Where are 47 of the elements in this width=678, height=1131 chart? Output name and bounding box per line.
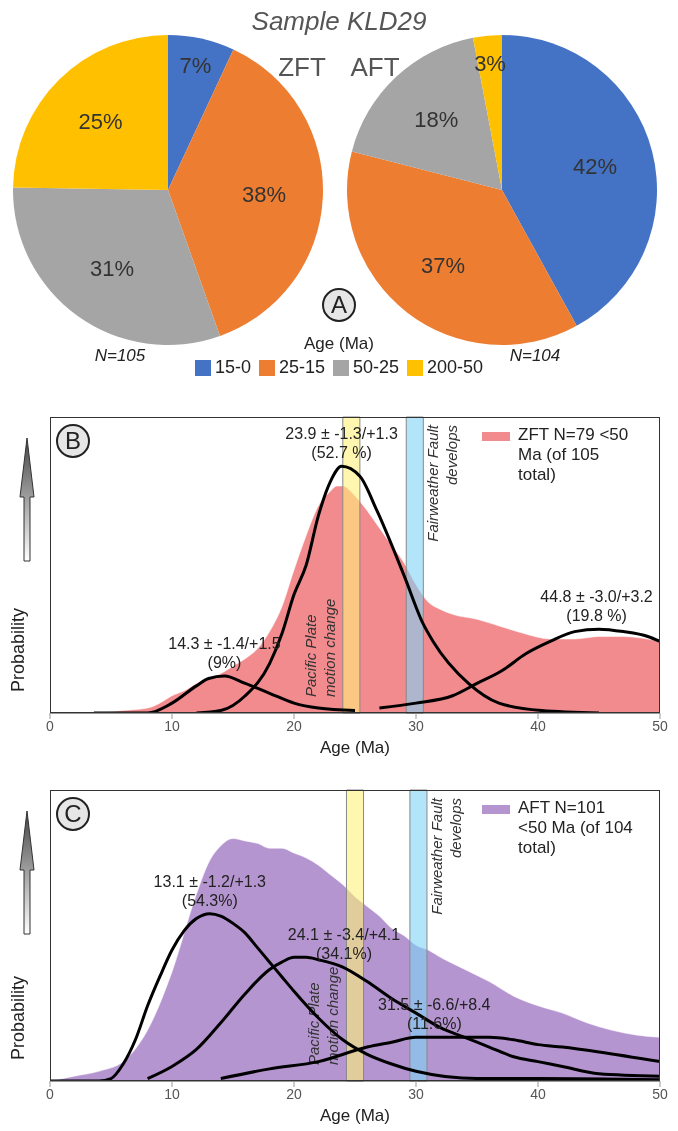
data-label: 42%: [573, 153, 618, 179]
data-label: 38%: [241, 181, 287, 207]
annotation: 24.1 ± -3.4/+4.1 (34.1%): [287, 926, 401, 963]
legend-label: 50-25: [352, 357, 400, 378]
x-tick-label: 40: [530, 717, 546, 734]
y-axis-title: Probability: [8, 975, 29, 1063]
data-label: 7%: [179, 53, 212, 79]
text: N=105: [93, 346, 147, 366]
x-tick-label: 30: [408, 717, 424, 734]
x-tick-label: 30: [408, 1085, 424, 1102]
chart-title: Sample KLD29: [250, 6, 428, 37]
legend-label: 200-50: [426, 357, 484, 378]
x-axis-title: Age (Ma): [320, 738, 390, 757]
legend-label: AFT N=101 <50 Ma (of 104 total): [518, 798, 634, 858]
x-tick-label: 0: [46, 1085, 55, 1102]
x-tick-label: 10: [164, 1085, 180, 1102]
pie-slice: [13, 187, 221, 345]
band-label: Fairweather Fault develops: [427, 797, 464, 915]
legend-label: ZFT N=79 <50 Ma (of 105 total): [518, 425, 630, 485]
legend-label: 15-0: [213, 357, 251, 378]
band-label: Fairweather Fault develops: [424, 424, 461, 542]
x-tick-label: 50: [652, 1085, 668, 1102]
text: C: [56, 797, 90, 831]
x-tick-label: 40: [530, 1085, 546, 1102]
data-label: 25%: [78, 109, 123, 135]
text: A: [322, 288, 356, 322]
x-axis-title: Age (Ma): [320, 1106, 390, 1125]
data-label: 18%: [414, 107, 459, 133]
legend-label: 25-15: [277, 357, 325, 378]
data-label: 37%: [421, 253, 466, 279]
text: AFT: [349, 52, 401, 83]
x-tick-label: 50: [652, 717, 668, 734]
legend-title: Age (Ma): [304, 334, 374, 353]
band-label: Pacific Plate motion change: [301, 598, 338, 697]
text: B: [56, 424, 90, 458]
x-tick-label: 20: [286, 717, 302, 734]
x-tick-label: 0: [46, 717, 55, 734]
x-tick-label: 10: [164, 717, 180, 734]
y-axis-title: Probability: [8, 607, 29, 695]
annotation: 23.9 ± -1.3/+1.3 (52.7 %): [285, 425, 398, 462]
annotation: 44.8 ± -3.0/+3.2 (19.8 %): [540, 588, 653, 625]
x-tick-label: 20: [286, 1085, 302, 1102]
text: ZFT: [277, 52, 327, 83]
pie-slice: [168, 35, 234, 190]
text: N=104: [508, 346, 562, 366]
data-label: 31%: [89, 255, 135, 281]
pie-slice: [13, 35, 168, 190]
